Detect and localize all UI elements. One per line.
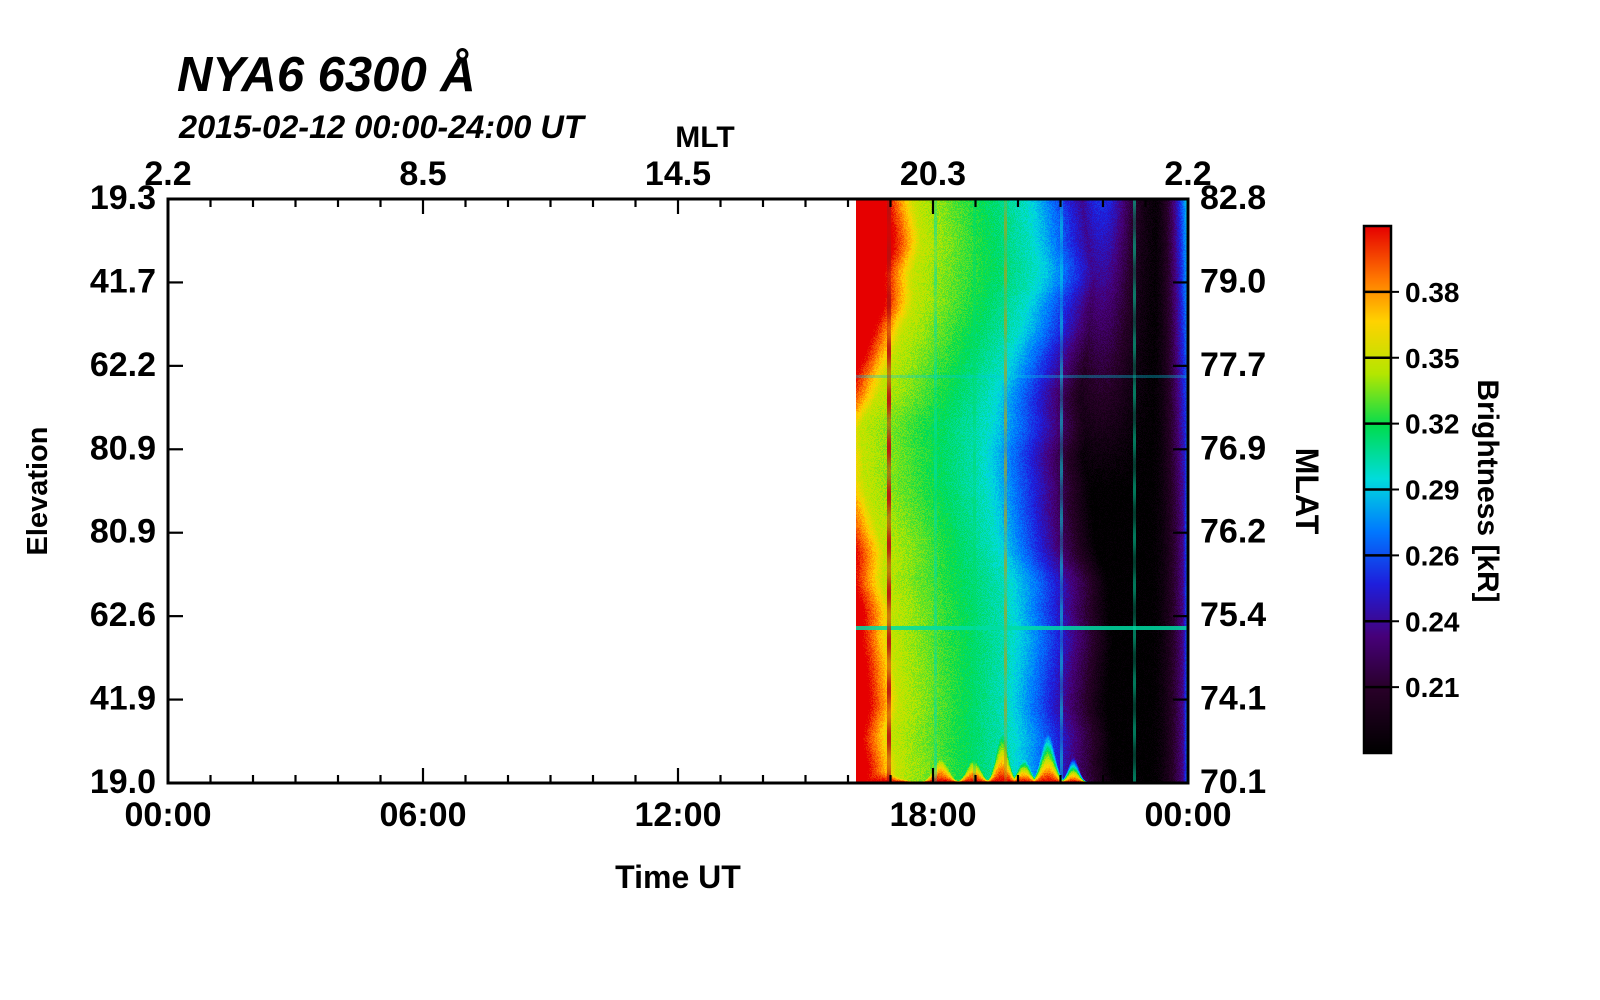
svg-text:0.35: 0.35 <box>1405 343 1460 374</box>
svg-text:41.7: 41.7 <box>90 262 156 300</box>
svg-text:82.8: 82.8 <box>1200 179 1266 217</box>
svg-text:62.2: 62.2 <box>90 346 156 384</box>
svg-text:20.3: 20.3 <box>900 155 966 193</box>
svg-text:0.21: 0.21 <box>1405 672 1460 703</box>
svg-text:00:00: 00:00 <box>125 796 212 834</box>
svg-text:80.9: 80.9 <box>90 513 156 551</box>
svg-text:0.26: 0.26 <box>1405 540 1460 571</box>
svg-text:0.38: 0.38 <box>1405 277 1460 308</box>
svg-text:NYA6 6300 Å: NYA6 6300 Å <box>177 48 476 102</box>
svg-text:75.4: 75.4 <box>1200 596 1266 634</box>
svg-text:0.32: 0.32 <box>1405 409 1460 440</box>
svg-text:76.2: 76.2 <box>1200 513 1266 551</box>
svg-text:70.1: 70.1 <box>1200 763 1266 801</box>
svg-text:Time UT: Time UT <box>615 859 741 895</box>
svg-text:MLAT: MLAT <box>1289 448 1325 535</box>
svg-text:2015-02-12 00:00-24:00 UT: 2015-02-12 00:00-24:00 UT <box>178 109 587 145</box>
svg-text:79.0: 79.0 <box>1200 262 1266 300</box>
svg-text:80.9: 80.9 <box>90 429 156 467</box>
svg-text:0.24: 0.24 <box>1405 606 1460 637</box>
svg-text:19.3: 19.3 <box>90 179 156 217</box>
svg-text:74.1: 74.1 <box>1200 680 1266 718</box>
svg-text:8.5: 8.5 <box>399 155 446 193</box>
svg-text:14.5: 14.5 <box>645 155 711 193</box>
svg-text:06:00: 06:00 <box>380 796 467 834</box>
svg-text:Brightness [kR]: Brightness [kR] <box>1471 379 1504 602</box>
svg-text:76.9: 76.9 <box>1200 429 1266 467</box>
svg-text:Elevation: Elevation <box>22 427 54 556</box>
svg-text:18:00: 18:00 <box>890 796 977 834</box>
svg-text:41.9: 41.9 <box>90 680 156 718</box>
svg-text:62.6: 62.6 <box>90 596 156 634</box>
svg-text:12:00: 12:00 <box>635 796 722 834</box>
svg-text:77.7: 77.7 <box>1200 346 1266 384</box>
svg-text:00:00: 00:00 <box>1145 796 1232 834</box>
svg-text:19.0: 19.0 <box>90 763 156 801</box>
svg-text:0.29: 0.29 <box>1405 475 1460 506</box>
svg-text:MLT: MLT <box>675 121 734 154</box>
